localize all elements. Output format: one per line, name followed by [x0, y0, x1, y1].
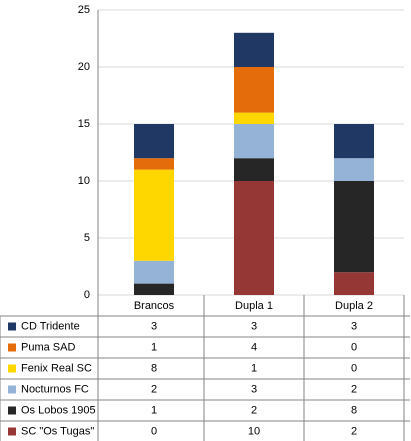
table-value: 3: [351, 320, 357, 332]
legend-label: Puma SAD: [21, 341, 75, 353]
table-value: 0: [351, 362, 357, 374]
legend-label: Nocturnos FC: [21, 383, 89, 395]
table-value: 10: [248, 425, 260, 437]
table-value: 1: [151, 341, 157, 353]
legend-swatch: [8, 343, 16, 352]
bar-segment: [334, 181, 374, 273]
bar-segment: [334, 272, 374, 295]
x-tick-label: Brancos: [134, 300, 175, 312]
table-value: 8: [351, 404, 357, 416]
legend-swatch: [8, 406, 16, 415]
table-value: 2: [251, 404, 257, 416]
table-value: 8: [151, 362, 157, 374]
legend-swatch: [8, 322, 16, 331]
table-value: 1: [251, 362, 257, 374]
legend-swatch: [8, 364, 16, 373]
y-tick-label: 25: [78, 4, 90, 16]
bar-segment: [134, 124, 174, 159]
bar-segment: [234, 181, 274, 295]
legend-label: Os Lobos 1905: [21, 404, 96, 416]
y-tick-label: 15: [78, 118, 90, 130]
legend-label: SC "Os Tugas": [21, 425, 94, 437]
x-tick-label: Dupla 2: [335, 300, 373, 312]
table-value: 1: [151, 404, 157, 416]
y-tick-label: 10: [78, 175, 90, 187]
bar-segment: [234, 158, 274, 181]
table-value: 0: [151, 425, 157, 437]
bar-segment: [234, 112, 274, 124]
table-value: 2: [351, 383, 357, 395]
table-value: 3: [251, 383, 257, 395]
table-value: 4: [251, 341, 257, 353]
bar-segment: [134, 283, 174, 295]
table-value: 2: [151, 383, 157, 395]
y-tick-label: 20: [78, 61, 90, 73]
table-value: 3: [251, 320, 257, 332]
bar-segment: [134, 260, 174, 284]
legend-label: CD Tridente: [21, 320, 80, 332]
bar-segment: [234, 67, 274, 113]
y-tick-label: 5: [84, 232, 90, 244]
table-value: 2: [351, 425, 357, 437]
bar-segment: [334, 124, 374, 159]
x-tick-label: Dupla 1: [235, 300, 273, 312]
bar-segment: [134, 158, 174, 170]
bar-segment: [234, 124, 274, 159]
bar-segment: [134, 169, 174, 261]
legend-label: Fenix Real SC: [21, 362, 92, 374]
table-value: 3: [151, 320, 157, 332]
y-tick-label: 0: [84, 289, 90, 301]
legend-swatch: [8, 427, 16, 436]
bar-segment: [234, 32, 274, 67]
bar-segment: [334, 158, 374, 181]
legend-swatch: [8, 385, 16, 394]
table-value: 0: [351, 341, 357, 353]
